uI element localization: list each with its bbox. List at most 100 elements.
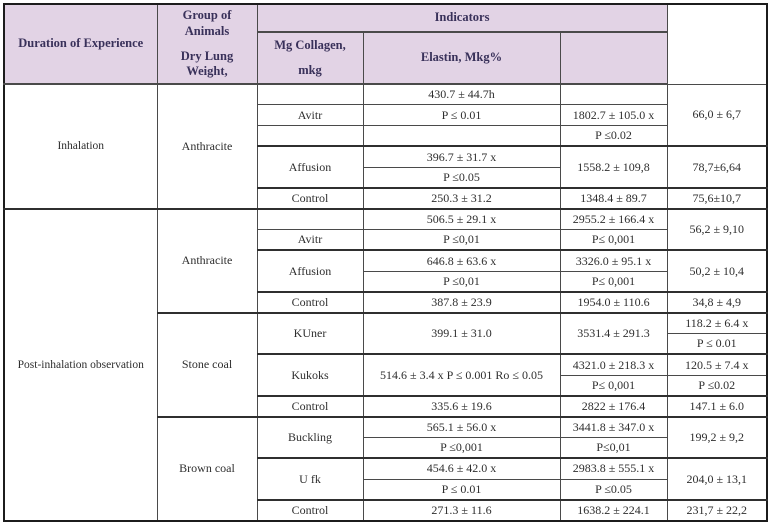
table-cell: 387.8 ± 23.9	[362, 291, 561, 314]
table-cell: 56,2 ± 9,10	[666, 208, 768, 252]
table-cell: 1348.4 ± 89.7	[559, 187, 668, 210]
table-row: P ≤0,01 P≤ 0,001	[4, 270, 767, 293]
table-row: Inhalation Anthracite 430.7 ± 44.7h 66,0…	[3, 83, 768, 210]
table-row: Post-inhalation observation Anthracite 5…	[3, 208, 768, 522]
table-row: Control 271.3 ± 11.6 1638.2 ± 224.1 231,…	[4, 499, 768, 522]
table-cell: P ≤0.02	[559, 125, 668, 148]
table-cell: P ≤ 0.01	[362, 478, 561, 501]
table-cell: 2983.8 ± 555.1 x	[559, 457, 668, 480]
table-cell: P≤ 0,001	[559, 229, 668, 252]
header-row-1: Duration of Experience Group of Animals …	[3, 3, 767, 85]
table-cell	[256, 208, 364, 231]
table-cell: 2955.2 ± 166.4 x	[559, 208, 668, 231]
subgroup-cell: Kukoks	[256, 353, 364, 397]
subgroup-cell: Affusion	[256, 249, 364, 293]
subgroup-cell	[256, 125, 364, 148]
table-cell: P ≤0,01	[362, 229, 561, 252]
table-cell: P ≤0,001	[362, 437, 561, 460]
header-collagen: Mg Collagen, mkg	[256, 31, 364, 85]
group-anthracite-cell: Anthracite	[156, 208, 258, 314]
table-cell: 335.6 ± 19.6	[362, 395, 561, 418]
group-stone-coal-cell: Stone coal	[156, 312, 258, 418]
subgroup-cell: Avitr	[256, 104, 364, 127]
table-cell: 514.6 ± 3.4 x P ≤ 0.001 Ro ≤ 0.05	[362, 353, 561, 397]
table-row: P ≤0.02	[4, 125, 767, 148]
table-cell: 646.8 ± 63.6 x	[362, 249, 561, 272]
table-row: Affusion 396.7 ± 31.7 x 1558.2 ± 109,8 7…	[4, 145, 768, 189]
table-row: P ≤0.05	[4, 166, 767, 189]
table-cell: 34,8 ± 4,9	[666, 291, 768, 314]
table-row: P≤ 0,001 P ≤0.02	[4, 374, 768, 397]
table-cell: 66,0 ± 6,7	[666, 83, 768, 148]
header-group-line1: Group of Animals	[182, 8, 232, 38]
table-cell: 120.5 ± 7.4 x	[666, 353, 768, 376]
group-brown-coal-cell: Brown coal	[156, 416, 258, 522]
header-row-2: Mg Collagen, mkg Elastin, Mkg%	[4, 31, 767, 85]
table-row: Avitr P ≤ 0.01 1802.7 ± 105.0 x	[4, 104, 767, 127]
table-cell: 204,0 ± 13,1	[666, 457, 768, 501]
header-collagen-line1: Mg Collagen,	[274, 37, 346, 52]
table-cell: 399.1 ± 31.0	[362, 312, 561, 356]
header-elastin: Elastin, Mkg%	[362, 31, 561, 85]
table-cell: P ≤0.02	[666, 374, 768, 397]
header-group-line2: Dry Lung Weight,	[180, 48, 234, 79]
subgroup-cell: Control	[256, 499, 364, 522]
table-cell: 396.7 ± 31.7 x	[362, 145, 561, 168]
header-group: Group of Animals Dry Lung Weight,	[156, 3, 258, 85]
table-cell: 4321.0 ± 218.3 x	[559, 353, 668, 376]
header-indicators: Indicators	[256, 3, 668, 33]
table-cell: 231,7 ± 22,2	[666, 499, 768, 522]
table-cell: 118.2 ± 6.4 x	[666, 312, 768, 335]
table-cell: 506.5 ± 29.1 x	[362, 208, 561, 231]
table-cell: 2822 ± 176.4	[559, 395, 668, 418]
subgroup-cell: Control	[256, 291, 364, 314]
table-body: Inhalation Anthracite 430.7 ± 44.7h 66,0…	[3, 83, 768, 522]
subgroup-cell: Control	[256, 187, 364, 210]
table-row: Control 250.3 ± 31.2 1348.4 ± 89.7 75,6±…	[4, 187, 768, 210]
subgroup-cell: U fk	[256, 457, 364, 501]
subgroup-cell: Affusion	[256, 145, 364, 189]
table-cell: P≤ 0,001	[559, 270, 668, 293]
table-cell: 454.6 ± 42.0 x	[362, 457, 561, 480]
table-row: P ≤0,001 P≤0,01	[4, 437, 767, 460]
results-table: Duration of Experience Group of Animals …	[3, 3, 769, 522]
table-cell: P ≤0.05	[362, 166, 561, 189]
table-cell: P≤0,01	[559, 437, 668, 460]
table-cell: 3441.8 ± 347.0 x	[559, 416, 668, 439]
table-row: Stone coal KUner 399.1 ± 31.0 3531.4 ± 2…	[4, 312, 768, 418]
subgroup-cell: KUner	[256, 312, 364, 356]
table-cell: 147.1 ± 6.0	[666, 395, 768, 418]
table-cell: 1558.2 ± 109,8	[559, 145, 668, 189]
subgroup-cell: Control	[256, 395, 364, 418]
table-row: Avitr P ≤0,01 P≤ 0,001	[4, 229, 767, 252]
table-cell: 1638.2 ± 224.1	[559, 499, 668, 522]
table-cell: 430.7 ± 44.7h	[362, 83, 561, 106]
table-cell: P ≤ 0.01	[666, 333, 768, 356]
table-cell: 1802.7 ± 105.0 x	[559, 104, 668, 127]
table-cell: 1954.0 ± 110.6	[559, 291, 668, 314]
subgroup-cell: Buckling	[256, 416, 364, 460]
table-row: P ≤ 0.01	[4, 333, 768, 356]
header-extra	[559, 31, 668, 85]
duration-inhalation-cell: Inhalation	[3, 83, 158, 210]
group-anthracite-cell: Anthracite	[156, 83, 258, 210]
table-cell: P ≤0,01	[362, 270, 561, 293]
table-cell: 3531.4 ± 291.3	[559, 312, 668, 356]
table-row: Control 387.8 ± 23.9 1954.0 ± 110.6 34,8…	[4, 291, 768, 314]
table-cell: P≤ 0,001	[559, 374, 668, 397]
table-cell	[256, 83, 364, 106]
duration-post-inhalation-cell: Post-inhalation observation	[3, 208, 158, 522]
table-cell: 565.1 ± 56.0 x	[362, 416, 561, 439]
table-cell: 78,7±6,64	[666, 145, 768, 189]
subgroup-cell: Avitr	[256, 229, 364, 252]
table-cell: 50,2 ± 10,4	[666, 249, 768, 293]
table-row: Kukoks 514.6 ± 3.4 x P ≤ 0.001 Ro ≤ 0.05…	[4, 353, 768, 397]
table-cell: 75,6±10,7	[666, 187, 768, 210]
table-cell: P ≤ 0.01	[362, 104, 561, 127]
table-cell: 199,2 ± 9,2	[666, 416, 768, 460]
table-row: Brown coal Buckling 565.1 ± 56.0 x 3441.…	[4, 416, 768, 522]
header-duration: Duration of Experience	[3, 3, 158, 85]
table-cell: P ≤0.05	[559, 478, 668, 501]
table-row: P ≤ 0.01 P ≤0.05	[4, 478, 767, 501]
